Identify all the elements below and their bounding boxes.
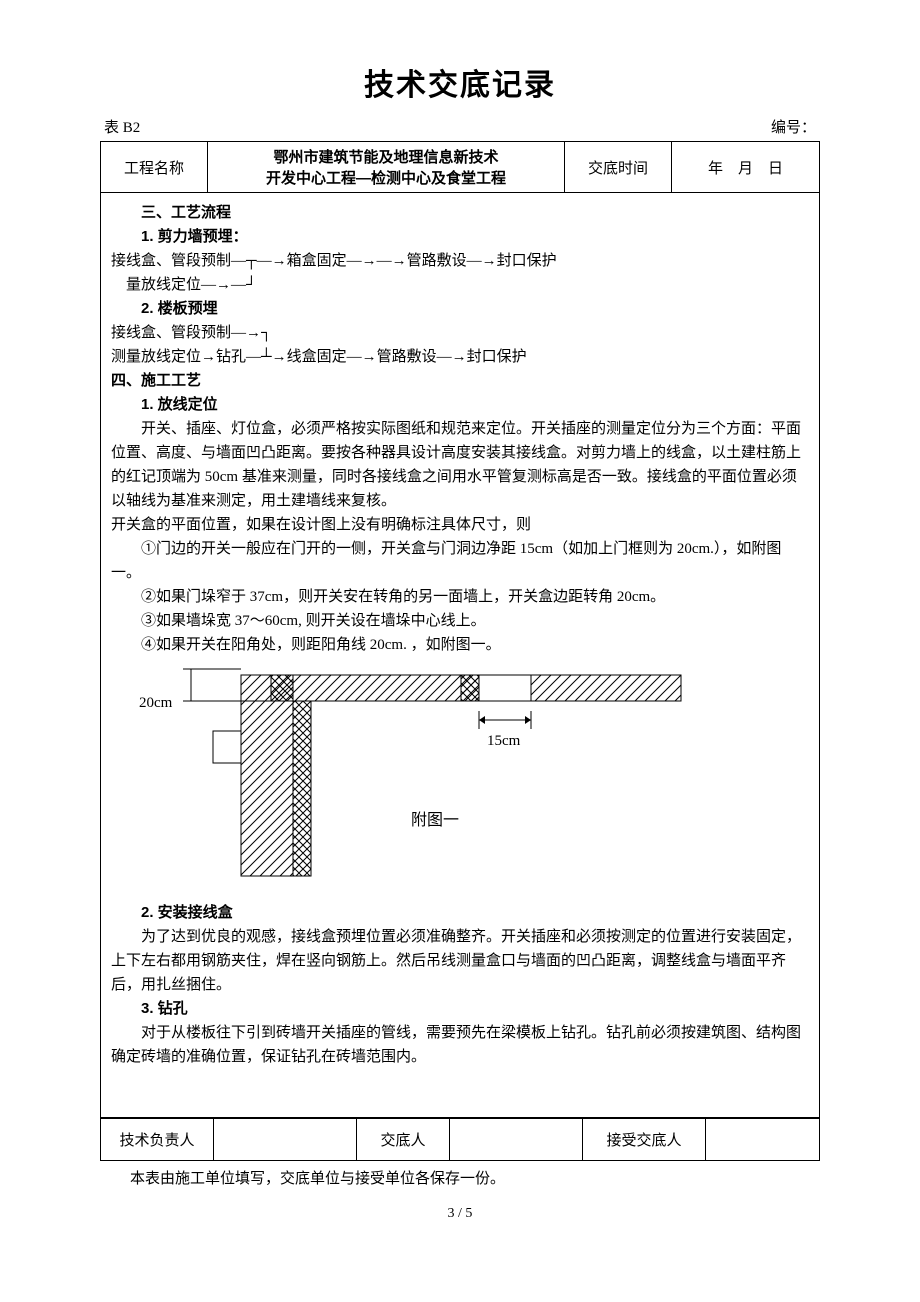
s4-2-title: 2. 安装接线盒 [111,901,809,925]
discloser-value [450,1119,583,1161]
time-label: 交底时间 [565,142,672,193]
s4-1-title: 1. 放线定位 [111,393,809,417]
s4-3-title: 3. 钻孔 [111,997,809,1021]
s4-1-p2: 开关盒的平面位置，如果在设计图上没有明确标注具体尺寸，则 [111,513,809,537]
tech-lead-label: 技术负责人 [101,1119,214,1161]
page-title: 技术交底记录 [100,60,820,104]
s4-1-p1: 开关、插座、灯位盒，必须严格按实际图纸和规范来定位。开关插座的测量定位分为三个方… [111,417,809,513]
s4-1-li1: ①门边的开关一般应在门开的一侧，开关盒与门洞边净距 15cm（如加上门框则为 2… [111,537,809,585]
content-row: 三、工艺流程 1. 剪力墙预埋： 接线盒、管段预制—┬—→箱盒固定—→—→管路敷… [101,193,820,1118]
project-name-label: 工程名称 [101,142,208,193]
project-name-value: 鄂州市建筑节能及地理信息新技术 开发中心工程—检测中心及食堂工程 [208,142,565,193]
receiver-label: 接受交底人 [583,1119,706,1161]
table-row: 技术负责人 交底人 接受交底人 [101,1119,820,1161]
proc-1-line2: 量放线定位—→—┘ [111,273,809,297]
s4-2-p: 为了达到优良的观感，接线盒预埋位置必须准确整齐。开关插座和必须按测定的位置进行安… [111,925,809,997]
s4-3-p: 对于从楼板往下引到砖墙开关插座的管线，需要预先在梁模板上钻孔。钻孔前必须按建筑图… [111,1021,809,1069]
proc-1-line1: 接线盒、管段预制—┬—→箱盒固定—→—→管路敷设—→封口保护 [111,249,809,273]
time-value: 年 月 日 [672,142,820,193]
s4-1-li4: ④如果开关在阳角处，则距阳角线 20cm. ，如附图一。 [111,633,809,657]
proc-2-line1: 接线盒、管段预制—→┐ [111,321,809,345]
footnote: 本表由施工单位填写，交底单位与接受单位各保存一份。 [100,1161,820,1188]
signature-table: 技术负责人 交底人 接受交底人 [100,1118,820,1161]
tech-lead-value [214,1119,357,1161]
proc-2-title: 2. 楼板预埋 [111,297,809,321]
dim-15cm: 15cm [487,733,521,749]
page-number: 3 / 5 [100,1206,820,1222]
serial-label: 编号： [771,116,816,137]
s4-1-li3: ③如果墙垛宽 37～60cm, 则开关设在墙垛中心线上。 [111,609,809,633]
figure-caption: 附图一 [411,811,459,829]
table-row: 工程名称 鄂州市建筑节能及地理信息新技术 开发中心工程—检测中心及食堂工程 交底… [101,142,820,193]
figure-1: 20cm 15cm 附图一 [131,665,809,893]
dim-20cm: 20cm [139,695,173,711]
s4-1-li2: ②如果门垛窄于 37cm，则开关安在转角的另一面墙上，开关盒边距转角 20cm。 [111,585,809,609]
discloser-label: 交底人 [357,1119,450,1161]
table-label: 表 B2 [104,116,140,137]
content-cell: 三、工艺流程 1. 剪力墙预埋： 接线盒、管段预制—┬—→箱盒固定—→—→管路敷… [101,193,820,1118]
receiver-value [706,1119,820,1161]
header-table: 工程名称 鄂州市建筑节能及地理信息新技术 开发中心工程—检测中心及食堂工程 交底… [100,141,820,1118]
proc-1-title: 1. 剪力墙预埋： [111,225,809,249]
section-3-title: 三、工艺流程 [111,201,809,225]
project-line1: 鄂州市建筑节能及地理信息新技术 [216,146,556,167]
section-4-title: 四、施工工艺 [111,369,809,393]
proc-2-line2: 测量放线定位→钻孔—┴→线盒固定—→管路敷设—→封口保护 [111,345,809,369]
project-line2: 开发中心工程—检测中心及食堂工程 [216,167,556,188]
